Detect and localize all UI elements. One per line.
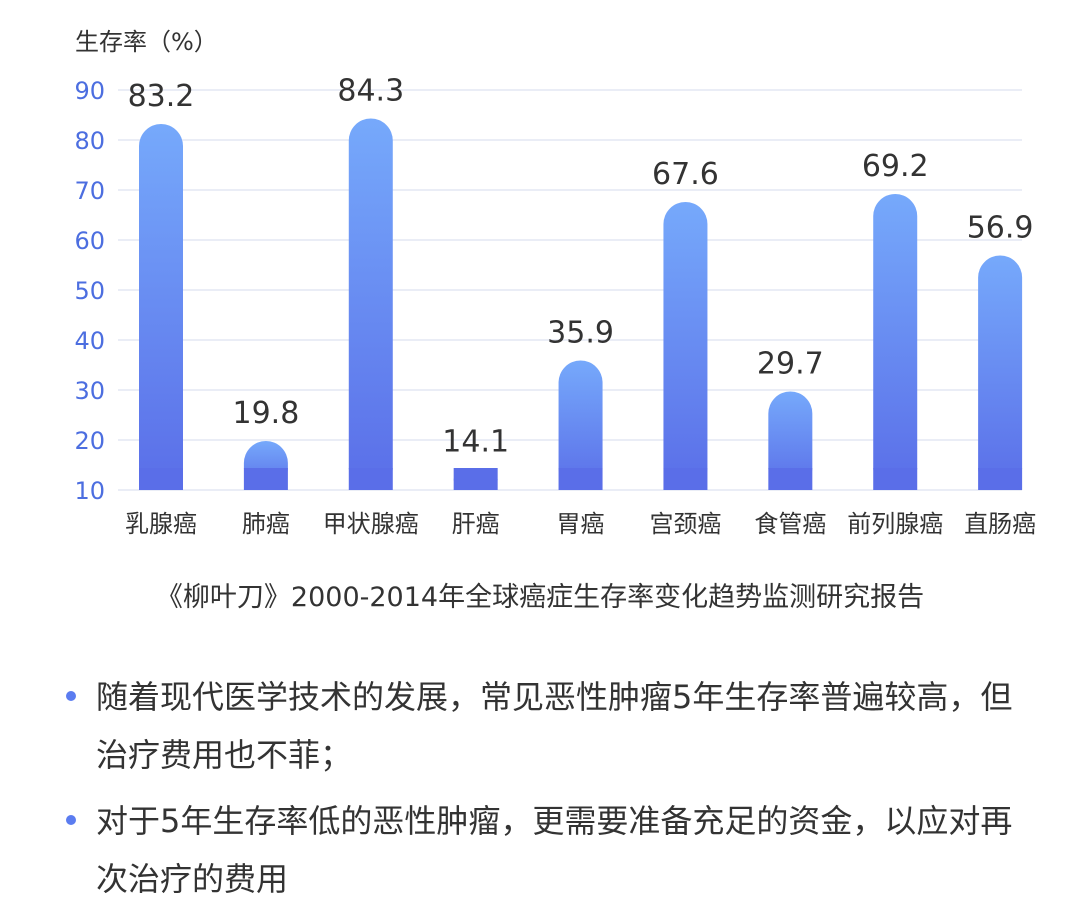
bars — [139, 118, 1023, 490]
x-tick-label: 食管癌 — [754, 510, 826, 538]
x-tick-label: 前列腺癌 — [847, 510, 943, 538]
note-text: 对于5年生存率低的恶性肿瘤，更需要准备充足的资金，以应对再次治疗的费用 — [96, 802, 1013, 898]
x-tick-label: 甲状腺癌 — [323, 510, 419, 538]
bar — [558, 360, 603, 490]
x-tick-label: 肺癌 — [242, 510, 290, 538]
data-label: 67.6 — [652, 157, 719, 192]
data-label: 56.9 — [967, 211, 1034, 246]
note-text: 随着现代医学技术的发展，常见恶性肿瘤5年生存率普遍较高，但治疗费用也不菲； — [96, 678, 1013, 774]
bar-base — [453, 468, 498, 490]
bar-chart: 生存率（%） 10 20 30 40 50 60 70 80 90 83.2 19.8 84.3 14… — [74, 28, 1036, 538]
y-tick-label: 50 — [74, 277, 105, 305]
x-tick-label: 乳腺癌 — [125, 510, 197, 538]
y-tick-label: 30 — [74, 377, 105, 405]
bar-base — [978, 468, 1023, 490]
bar — [139, 124, 183, 490]
bar — [978, 255, 1023, 490]
x-tick-label: 肝癌 — [452, 510, 500, 538]
bar-base — [348, 468, 393, 490]
gridlines — [118, 89, 1022, 491]
data-label: 19.8 — [232, 396, 299, 431]
data-label: 83.2 — [128, 79, 195, 114]
value-labels: 83.2 19.8 84.3 14.1 35.9 67.6 29.7 69.2 56.9 — [128, 74, 1034, 460]
bar — [873, 194, 918, 490]
bar — [348, 118, 393, 490]
bar — [663, 202, 708, 490]
bar-base — [558, 468, 603, 490]
y-tick-label: 70 — [74, 177, 105, 205]
data-label: 35.9 — [547, 316, 614, 351]
bar-base — [663, 468, 708, 490]
x-tick-label: 胃癌 — [557, 510, 605, 538]
bullet-icon — [66, 815, 76, 825]
data-label: 69.2 — [862, 149, 929, 184]
y-axis-label: 生存率（%） — [75, 28, 218, 56]
bar-base — [768, 468, 813, 490]
data-label: 84.3 — [337, 74, 404, 109]
bar — [768, 391, 813, 490]
note-item: 对于5年生存率低的恶性肿瘤，更需要准备充足的资金，以应对再次治疗的费用 — [60, 792, 1020, 908]
chart-source: 《柳叶刀》2000-2014年全球癌症生存率变化趋势监测研究报告 — [155, 582, 925, 613]
bar-base — [243, 468, 288, 490]
y-tick-label: 80 — [74, 127, 105, 155]
data-label: 14.1 — [442, 425, 509, 460]
x-tick-label: 直肠癌 — [964, 510, 1036, 538]
bar-base — [873, 468, 918, 490]
y-tick-label: 90 — [74, 77, 105, 105]
y-tick-label: 60 — [74, 227, 105, 255]
x-tick-label: 宫颈癌 — [649, 510, 721, 538]
note-item: 随着现代医学技术的发展，常见恶性肿瘤5年生存率普遍较高，但治疗费用也不菲； — [60, 668, 1020, 784]
x-axis-ticks: 乳腺癌 肺癌 甲状腺癌 肝癌 胃癌 宫颈癌 食管癌 前列腺癌 直肠癌 — [125, 510, 1036, 538]
bar-base — [139, 468, 183, 490]
y-tick-label: 40 — [74, 327, 105, 355]
notes-list: 随着现代医学技术的发展，常见恶性肿瘤5年生存率普遍较高，但治疗费用也不菲； 对于… — [60, 668, 1020, 916]
y-tick-label: 10 — [74, 477, 105, 505]
bullet-icon — [66, 691, 76, 701]
y-tick-label: 20 — [74, 427, 105, 455]
data-label: 29.7 — [757, 347, 824, 382]
y-axis-ticks: 10 20 30 40 50 60 70 80 90 — [74, 77, 105, 505]
